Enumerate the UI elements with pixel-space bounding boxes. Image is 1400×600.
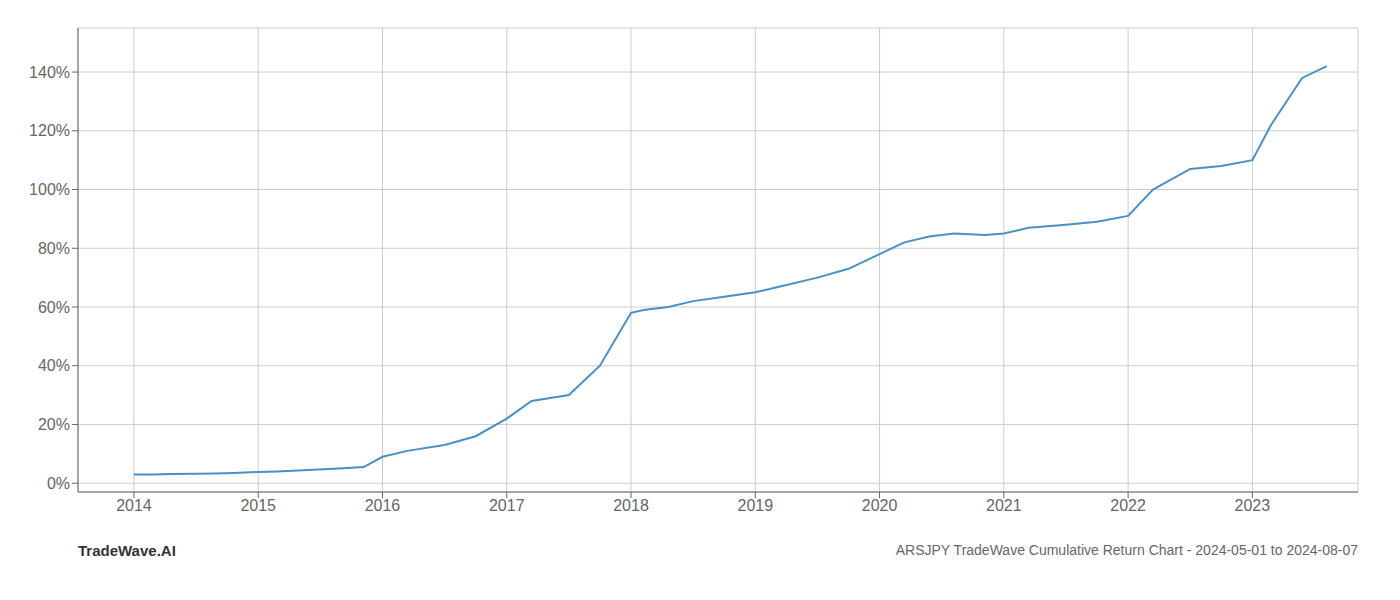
svg-text:2015: 2015: [240, 497, 276, 514]
html-text:ARSJPY TradeWave Cumulative Re: ARSJPY TradeWave Cumulative Return Chart…: [895, 542, 1358, 558]
svg-text:0%: 0%: [47, 475, 70, 492]
svg-text:120%: 120%: [29, 122, 70, 139]
svg-text:2023: 2023: [1235, 497, 1271, 514]
svg-text:80%: 80%: [38, 240, 70, 257]
svg-text:2014: 2014: [116, 497, 152, 514]
svg-text:2016: 2016: [365, 497, 401, 514]
svg-text:2021: 2021: [986, 497, 1022, 514]
svg-text:140%: 140%: [29, 64, 70, 81]
html-text:TradeWave.AI: TradeWave.AI: [78, 542, 176, 559]
svg-text:2019: 2019: [737, 497, 773, 514]
svg-text:100%: 100%: [29, 181, 70, 198]
svg-text:40%: 40%: [38, 357, 70, 374]
svg-text:60%: 60%: [38, 299, 70, 316]
svg-text:2017: 2017: [489, 497, 525, 514]
svg-text:20%: 20%: [38, 416, 70, 433]
svg-text:2018: 2018: [613, 497, 649, 514]
svg-text:2020: 2020: [862, 497, 898, 514]
svg-text:2022: 2022: [1110, 497, 1146, 514]
